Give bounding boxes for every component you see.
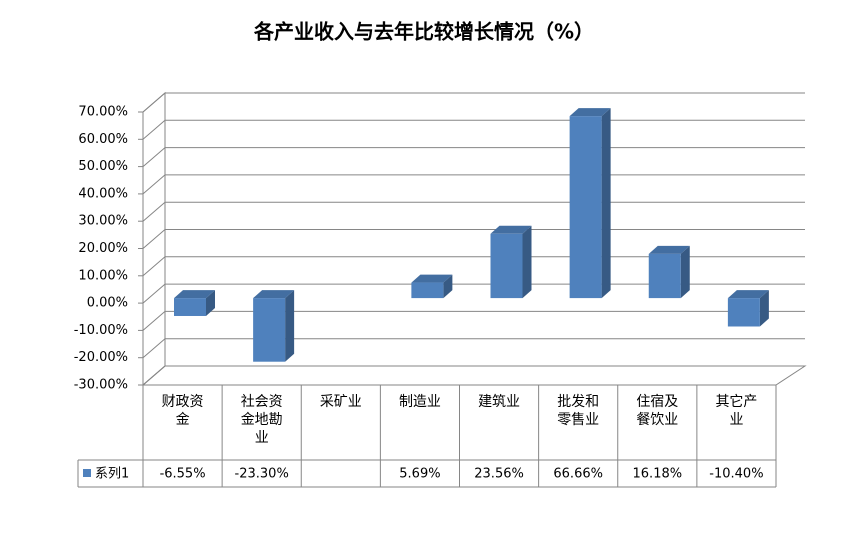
bar-side — [285, 290, 295, 362]
grid-line — [142, 119, 805, 140]
x-tick-label: 建筑业 — [478, 394, 521, 410]
grid-line — [142, 365, 805, 386]
bar-top — [727, 290, 769, 299]
value-label: -6.55% — [160, 467, 206, 482]
y-tick-label: 60.00% — [78, 132, 128, 147]
y-tick-label: 0.00% — [87, 296, 128, 311]
y-tick-label: 70.00% — [78, 105, 128, 120]
bar-top — [490, 225, 532, 234]
value-label: -10.40% — [709, 467, 763, 482]
value-label: 16.18% — [633, 467, 683, 482]
value-label: 66.66% — [553, 467, 603, 482]
bar-top — [569, 108, 611, 117]
y-tick-label: 10.00% — [78, 268, 128, 283]
bar-side — [601, 108, 611, 299]
bar — [490, 233, 523, 299]
bar-top — [411, 274, 453, 283]
grid-line — [142, 310, 805, 331]
bar-side — [206, 290, 215, 316]
x-tick-label: 社会资金地勘业 — [240, 394, 283, 446]
y-tick-label: -20.00% — [74, 350, 128, 365]
grid-line — [142, 283, 805, 304]
legend-swatch — [83, 469, 91, 477]
grid-line — [142, 92, 805, 113]
x-tick-label: 其它产业 — [715, 394, 758, 428]
y-tick-label: 20.00% — [78, 241, 128, 256]
bar-side — [443, 274, 453, 299]
grid-line — [142, 174, 805, 195]
bar-side — [680, 245, 690, 299]
floor — [141, 365, 807, 386]
grid-line — [142, 338, 805, 359]
value-label: 23.56% — [474, 467, 524, 482]
y-tick-label: 40.00% — [78, 186, 128, 201]
grid-line — [142, 229, 805, 249]
x-tick-label: 批发和零售业 — [557, 394, 600, 428]
x-tick-label: 住宿及餐饮业 — [636, 394, 679, 428]
bar — [253, 298, 286, 362]
y-tick-label: -10.00% — [74, 323, 128, 338]
x-tick-label: 制造业 — [398, 394, 441, 410]
bar-top — [174, 290, 215, 299]
grid-line — [142, 256, 805, 277]
bar-side — [759, 290, 769, 327]
bar-top — [253, 290, 295, 299]
bar-side — [522, 225, 532, 299]
legend-label: 系列1 — [95, 467, 129, 482]
grid-line — [142, 201, 805, 222]
bar — [569, 116, 602, 299]
grid-line — [142, 147, 805, 167]
value-label: -23.30% — [235, 467, 289, 482]
chart-title: 各产业收入与去年比较增长情况（%） — [253, 20, 594, 44]
x-tick-label: 采矿业 — [319, 394, 362, 410]
x-tick-label: 财政资金 — [161, 394, 204, 428]
value-label: 5.69% — [399, 467, 440, 482]
y-tick-label: 50.00% — [78, 159, 128, 174]
bar — [411, 282, 444, 299]
bar — [648, 253, 681, 299]
bar-top — [648, 245, 690, 254]
y-tick-label: 30.00% — [78, 214, 128, 229]
y-tick-label: -30.00% — [74, 378, 128, 393]
bar — [174, 298, 206, 316]
bar — [727, 298, 760, 327]
